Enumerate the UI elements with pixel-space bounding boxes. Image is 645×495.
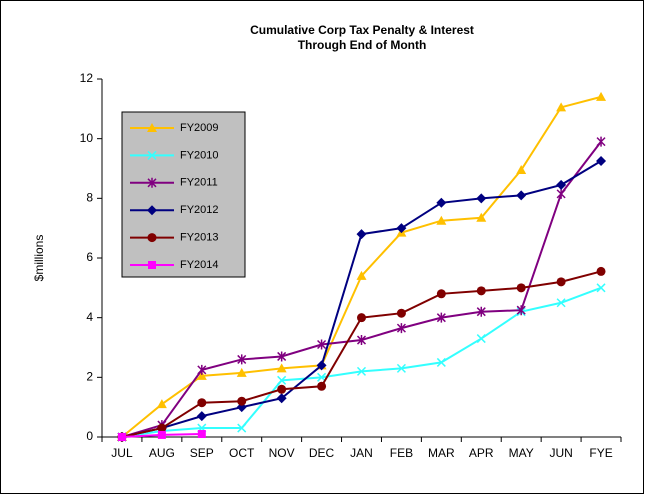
marker xyxy=(277,351,287,362)
marker xyxy=(356,270,367,280)
legend-label: FY2014 xyxy=(180,259,219,271)
marker xyxy=(356,229,367,240)
marker xyxy=(556,188,566,199)
marker xyxy=(196,411,207,422)
y-axis-label: $millions xyxy=(32,235,46,282)
marker xyxy=(596,156,607,167)
legend-label: FY2009 xyxy=(180,122,219,134)
marker xyxy=(476,212,487,222)
marker xyxy=(356,335,367,346)
x-tick-label: NOV xyxy=(269,446,295,460)
marker xyxy=(317,339,327,350)
chart-subtitle: Through End of Month xyxy=(298,38,427,52)
marker xyxy=(476,286,486,296)
marker xyxy=(237,354,247,365)
marker xyxy=(316,360,327,371)
marker xyxy=(396,323,406,334)
x-tick-label: JUN xyxy=(549,446,572,460)
marker xyxy=(436,215,447,225)
marker xyxy=(276,363,287,373)
x-tick-label: MAY xyxy=(509,446,534,460)
legend-marker xyxy=(147,150,157,160)
legend-marker xyxy=(147,233,157,243)
x-tick-label: OCT xyxy=(229,446,255,460)
marker xyxy=(356,366,367,376)
x-tick-label: FYE xyxy=(589,446,612,460)
marker xyxy=(436,289,446,299)
marker xyxy=(197,430,206,439)
y-tick-label: 6 xyxy=(86,250,93,264)
legend-marker xyxy=(147,177,157,188)
marker xyxy=(317,381,327,391)
marker xyxy=(236,367,247,377)
marker xyxy=(556,298,566,308)
marker xyxy=(596,266,606,276)
legend-label: FY2010 xyxy=(180,149,219,161)
marker xyxy=(277,384,287,394)
y-tick-label: 12 xyxy=(80,71,94,85)
x-tick-label: MAR xyxy=(428,446,455,460)
legend-label: FY2013 xyxy=(180,232,219,244)
x-tick-label: JAN xyxy=(350,446,373,460)
marker xyxy=(516,164,527,174)
x-tick-label: SEP xyxy=(190,446,214,460)
marker xyxy=(476,193,487,204)
legend-box xyxy=(121,111,246,278)
y-tick-label: 4 xyxy=(86,310,93,324)
marker xyxy=(436,197,447,208)
legend-marker xyxy=(147,123,157,132)
marker xyxy=(396,363,406,373)
marker xyxy=(596,91,607,101)
marker xyxy=(197,398,207,408)
y-tick-label: 8 xyxy=(86,191,93,205)
legend-label: FY2011 xyxy=(180,177,218,189)
marker xyxy=(157,423,167,433)
marker xyxy=(277,375,287,385)
marker xyxy=(596,283,606,293)
marker xyxy=(197,364,207,375)
chart-title: Cumulative Corp Tax Penalty & Interest xyxy=(250,23,474,37)
marker xyxy=(196,370,207,380)
x-tick-label: DEC xyxy=(309,446,335,460)
legend-label: FY2012 xyxy=(180,204,219,216)
marker xyxy=(117,433,126,441)
marker xyxy=(237,423,247,433)
marker xyxy=(396,308,406,318)
x-tick-label: JUL xyxy=(111,446,133,460)
x-tick-label: APR xyxy=(469,446,494,460)
marker xyxy=(516,283,526,293)
marker xyxy=(476,334,486,344)
marker xyxy=(157,430,166,439)
y-tick-label: 2 xyxy=(86,370,93,384)
marker xyxy=(436,357,446,367)
marker xyxy=(276,393,287,404)
marker xyxy=(556,277,566,287)
legend-marker xyxy=(147,205,157,216)
y-tick-label: 10 xyxy=(80,131,94,145)
marker xyxy=(156,399,167,409)
legend-marker xyxy=(148,261,156,269)
x-tick-label: AUG xyxy=(149,446,175,460)
marker xyxy=(357,313,366,323)
marker xyxy=(556,179,567,190)
marker xyxy=(516,190,527,201)
x-tick-label: FEB xyxy=(390,446,413,460)
marker xyxy=(476,306,486,317)
y-tick-label: 0 xyxy=(86,429,93,443)
marker xyxy=(237,396,247,406)
marker xyxy=(596,136,606,147)
marker xyxy=(516,305,526,316)
marker xyxy=(556,102,567,112)
marker xyxy=(436,312,446,323)
marker xyxy=(396,223,407,234)
